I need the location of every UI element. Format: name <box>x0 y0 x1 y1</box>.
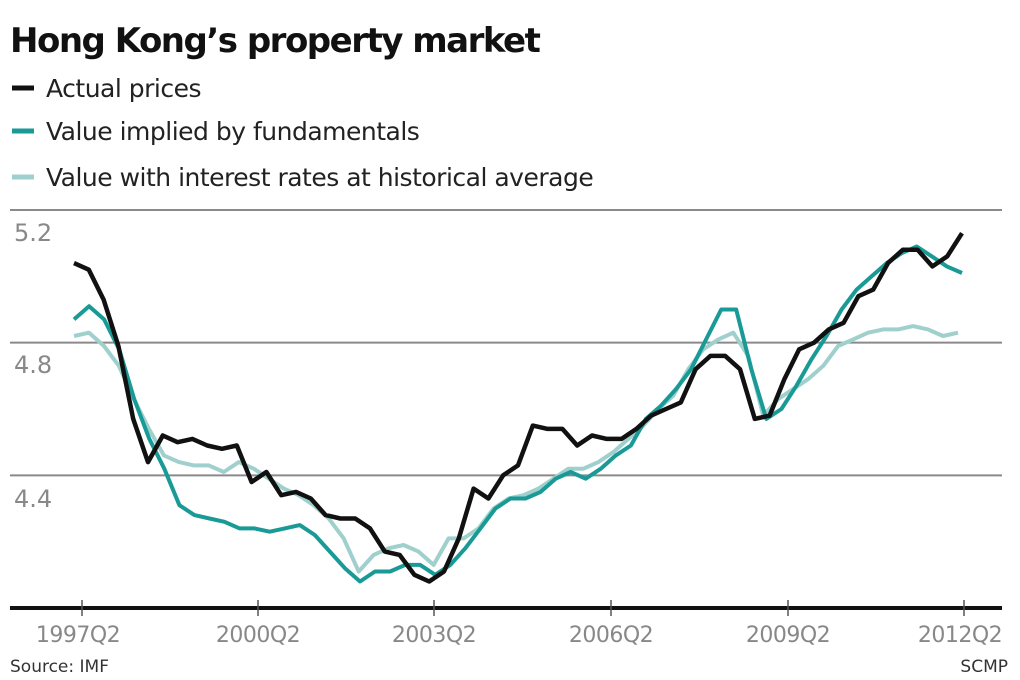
y-tick-label: 4.4 <box>14 485 52 513</box>
chart-title: Hong Kong’s property market <box>10 21 541 61</box>
series-lines <box>72 231 964 584</box>
legend-label-actual: Actual prices <box>46 74 201 103</box>
x-tick-label: 2003Q2 <box>392 623 476 648</box>
legend: Actual prices Value implied by fundament… <box>12 74 594 192</box>
source-note: Source: IMF <box>10 657 109 677</box>
credit: SCMP <box>960 657 1008 677</box>
y-tick-label: 5.2 <box>14 219 52 247</box>
x-tick-label: 2012Q2 <box>918 623 1002 648</box>
gridlines <box>10 209 1002 477</box>
x-tick-label: 2006Q2 <box>569 623 653 648</box>
x-tick-label: 2000Q2 <box>216 623 300 648</box>
actual-prices-line <box>73 231 964 584</box>
x-ticks: 1997Q2 2000Q2 2003Q2 2006Q2 2009Q2 2012Q… <box>36 600 1003 648</box>
y-tick-label: 4.8 <box>14 351 52 379</box>
y-tick-labels: 5.2 4.8 4.4 <box>14 219 52 513</box>
fundamentals-line <box>72 244 963 584</box>
x-tick-label: 2009Q2 <box>746 623 830 648</box>
legend-label-historical: Value with interest rates at historical … <box>46 163 593 192</box>
legend-label-fundamentals: Value implied by fundamentals <box>46 117 419 146</box>
historical-average-line <box>73 324 959 574</box>
x-tick-label: 1997Q2 <box>36 623 120 648</box>
